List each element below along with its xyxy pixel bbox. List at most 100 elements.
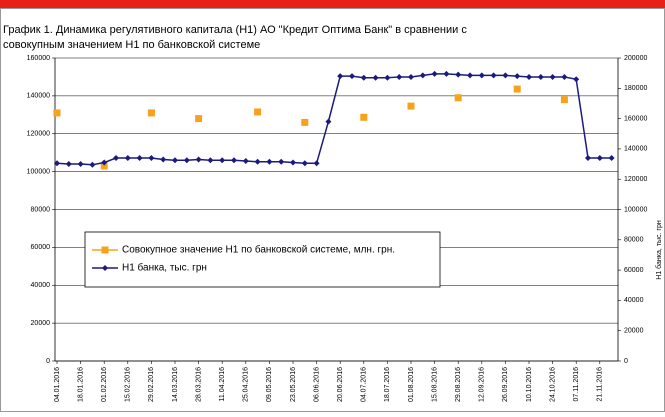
y2-tick-label: 200000: [624, 55, 647, 62]
y-tick-label: 60000: [31, 244, 51, 251]
top-bar: [0, 0, 665, 8]
x-tick-label: 04.07.2016: [361, 367, 368, 402]
marker: [537, 73, 544, 80]
marker: [266, 158, 273, 165]
x-tick-label: 18.07.2016: [384, 367, 391, 402]
legend-box: [84, 231, 441, 288]
marker: [490, 72, 497, 79]
marker: [349, 73, 355, 80]
marker: [219, 157, 226, 164]
marker: [360, 113, 368, 121]
x-tick-label: 14.03.2016: [172, 367, 179, 402]
y2-tick-label: 40000: [624, 297, 644, 304]
x-tick-label: 23.05.2016: [290, 367, 297, 402]
y2-tick-label: 80000: [624, 237, 644, 244]
y-tick-label: 120000: [27, 131, 50, 138]
x-tick-label: 21.11.2016: [597, 367, 604, 402]
y2-tick-label: 100000: [624, 206, 647, 213]
marker: [254, 158, 261, 165]
x-tick-label: 29.08.2016: [455, 367, 462, 402]
marker: [514, 73, 521, 80]
x-tick-label: 04.01.2016: [54, 367, 61, 402]
marker: [195, 115, 203, 123]
y2-tick-label: 160000: [624, 115, 647, 122]
marker: [172, 157, 178, 164]
y-tick-label: 20000: [31, 320, 51, 327]
marker: [242, 158, 249, 165]
marker: [325, 118, 332, 125]
legend-label: Совокупное значение Н1 по банковской сис…: [122, 244, 395, 256]
marker: [278, 158, 285, 165]
marker: [65, 161, 72, 168]
y-tick-label: 140000: [27, 93, 50, 100]
marker: [396, 73, 403, 80]
marker: [431, 70, 438, 77]
marker: [195, 156, 202, 163]
x-tick-label: 18.01.2016: [77, 367, 84, 402]
marker: [301, 160, 308, 167]
x-tick-label: 12.09.2016: [479, 367, 486, 402]
x-tick-label: 28.03.2016: [195, 367, 202, 402]
frame: [0, 8, 665, 412]
marker: [254, 108, 262, 116]
marker: [77, 161, 84, 168]
marker: [231, 157, 237, 164]
y2-axis-label: Н1 банка, тыс. грн: [655, 220, 663, 280]
y2-tick-label: 60000: [624, 267, 644, 274]
x-tick-label: 20.06.2016: [337, 367, 344, 402]
marker: [526, 73, 532, 80]
marker: [467, 72, 473, 79]
marker: [455, 71, 462, 78]
x-tick-label: 01.02.2016: [101, 367, 108, 402]
marker: [561, 73, 568, 80]
y2-tick-label: 0: [624, 358, 628, 365]
marker: [313, 160, 320, 167]
y-tick-label: 40000: [31, 282, 51, 289]
x-tick-label: 07.11.2016: [573, 367, 580, 402]
marker: [147, 109, 155, 117]
marker: [419, 72, 426, 79]
x-tick-label: 15.02.2016: [125, 367, 132, 402]
marker: [53, 109, 61, 117]
marker: [113, 154, 119, 161]
marker: [301, 118, 309, 126]
marker: [183, 157, 190, 164]
x-tick-label: 24.10.2016: [549, 367, 556, 402]
y-tick-label: 160000: [27, 55, 50, 62]
x-tick-label: 11.04.2016: [219, 367, 226, 402]
marker: [408, 73, 414, 80]
legend-label: Н1 банка, тыс. грн: [122, 262, 207, 274]
x-tick-label: 01.08.2016: [408, 367, 415, 402]
marker: [502, 72, 509, 79]
y2-tick-label: 20000: [624, 328, 644, 335]
marker: [407, 102, 415, 110]
marker: [372, 74, 379, 81]
y2-tick-label: 140000: [624, 146, 647, 153]
y-tick-label: 80000: [31, 206, 51, 213]
marker: [513, 85, 521, 93]
marker: [207, 157, 214, 164]
marker: [102, 265, 108, 271]
x-tick-label: 15.08.2016: [431, 367, 438, 402]
marker: [454, 94, 462, 102]
marker: [148, 154, 155, 161]
marker: [478, 72, 485, 79]
series-line: [56, 73, 612, 166]
x-tick-label: 26.09.2016: [502, 367, 509, 402]
marker: [160, 156, 167, 163]
marker: [596, 154, 603, 161]
marker: [290, 159, 296, 166]
marker: [136, 154, 143, 161]
y2-tick-label: 180000: [624, 85, 647, 92]
x-tick-label: 09.05.2016: [266, 367, 273, 402]
x-tick-label: 29.02.2016: [148, 367, 155, 402]
chart-title: совокупным значением Н1 по банковской си…: [3, 39, 260, 51]
marker: [608, 154, 615, 161]
chart-title: График 1. Динамика регулятивного капитал…: [3, 24, 467, 36]
x-tick-label: 06.06.2016: [313, 367, 320, 402]
marker: [573, 76, 580, 83]
marker: [54, 160, 60, 167]
y-tick-label: 0: [46, 358, 50, 365]
marker: [89, 161, 96, 168]
